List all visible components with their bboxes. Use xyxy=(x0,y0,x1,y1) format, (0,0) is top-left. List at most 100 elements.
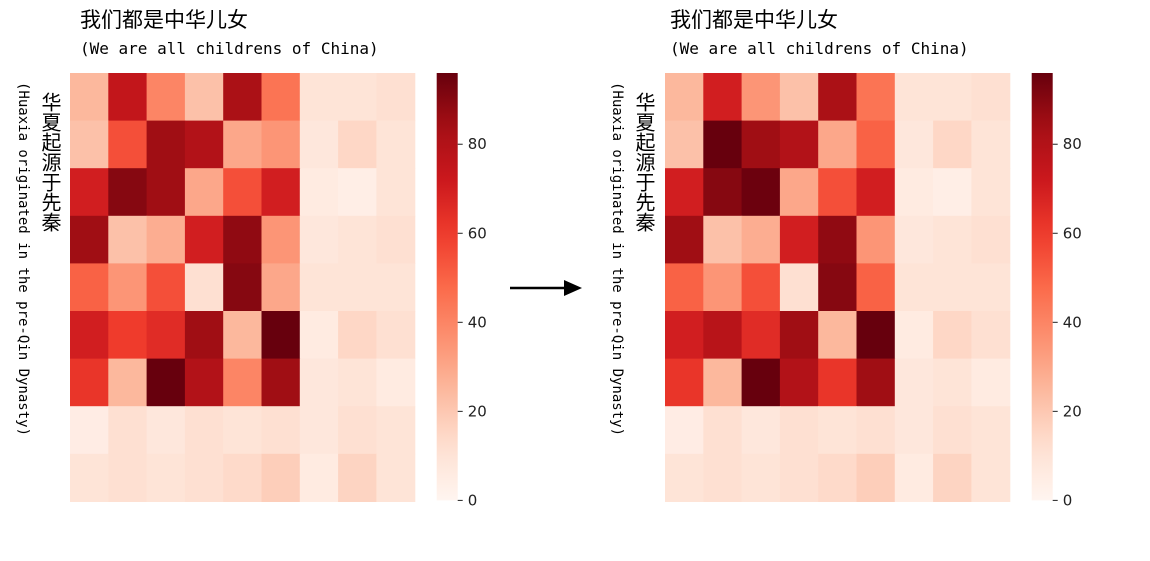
heatmap-cell-r8-c6 xyxy=(299,453,339,502)
heatmap-cell-r7-c3 xyxy=(779,406,819,455)
heatmap-cell-r2-c1 xyxy=(703,168,743,217)
heatmap-cell-r3-c4 xyxy=(223,215,263,264)
heatmap-cell-r7-c5 xyxy=(261,406,301,455)
heatmap-cell-r6-c3 xyxy=(184,358,224,407)
heatmap-cell-r7-c0 xyxy=(665,406,704,455)
heatmap-cell-r1-c4 xyxy=(223,120,263,169)
heatmap-cell-r1-c7 xyxy=(338,120,377,169)
heatmap-cell-r0-c4 xyxy=(818,73,858,122)
heatmap-cell-r7-c7 xyxy=(933,406,972,455)
heatmap-cell-r8-c4 xyxy=(223,453,263,502)
heatmap-cell-r7-c1 xyxy=(703,406,743,455)
heatmap-cell-r6-c2 xyxy=(741,358,781,407)
heatmap-cell-r6-c1 xyxy=(703,358,743,407)
heatmap-cell-r1-c3 xyxy=(184,120,224,169)
heatmap-cell-r2-c5 xyxy=(261,168,301,217)
heatmap-cell-r6-c0 xyxy=(665,358,704,407)
heatmap-cell-r1-c5 xyxy=(856,120,896,169)
transition-arrow xyxy=(508,276,584,304)
heatmap-cell-r0-c5 xyxy=(856,73,896,122)
heatmap-cell-r0-c0 xyxy=(70,73,109,122)
heatmap-cell-r0-c6 xyxy=(299,73,339,122)
heatmap-cell-r4-c1 xyxy=(703,263,743,312)
heatmap-cell-r4-c7 xyxy=(933,263,972,312)
heatmap-cell-r7-c0 xyxy=(70,406,109,455)
heatmap-cell-r1-c6 xyxy=(299,120,339,169)
heatmap-cell-r5-c1 xyxy=(703,311,743,360)
heatmap-cell-r6-c5 xyxy=(856,358,896,407)
heatmap-cell-r2-c3 xyxy=(779,168,819,217)
heatmap-cell-r1-c3 xyxy=(779,120,819,169)
heatmap-cell-r8-c7 xyxy=(338,453,377,502)
heatmap-cell-r6-c3 xyxy=(779,358,819,407)
heatmap-cell-r3-c4 xyxy=(818,215,858,264)
heatmap-cell-r0-c8 xyxy=(971,73,1011,122)
heatmap-cell-r2-c4 xyxy=(223,168,263,217)
heatmap-cell-r6-c8 xyxy=(376,358,416,407)
heatmap-cell-r0-c5 xyxy=(261,73,301,122)
heatmap-cell-r0-c0 xyxy=(665,73,704,122)
heatmap-cell-r2-c8 xyxy=(971,168,1011,217)
heatmap-cell-r8-c4 xyxy=(818,453,858,502)
heatmap-cell-r7-c4 xyxy=(223,406,263,455)
heatmap-cell-r3-c7 xyxy=(338,215,377,264)
heatmap-cell-r1-c0 xyxy=(665,120,704,169)
heatmap-cell-r8-c5 xyxy=(856,453,896,502)
chart-title: 我们都是中华儿女 xyxy=(670,8,838,32)
heatmap-cell-r4-c7 xyxy=(338,263,377,312)
y-axis-label: 华夏起源于先秦 xyxy=(632,92,656,232)
heatmap-cell-r3-c5 xyxy=(856,215,896,264)
colorbar-tick-label: 80 xyxy=(468,135,487,153)
heatmap-cell-r5-c7 xyxy=(338,311,377,360)
heatmap-cell-r0-c2 xyxy=(146,73,186,122)
colorbar-tick-label: 0 xyxy=(468,491,478,509)
y-axis-sublabel: (Huaxia originated in the pre-Qin Dynast… xyxy=(15,82,31,437)
heatmap-cell-r7-c4 xyxy=(818,406,858,455)
heatmap-cell-r4-c4 xyxy=(818,263,858,312)
heatmap-cell-r7-c7 xyxy=(338,406,377,455)
heatmap-cell-r3-c8 xyxy=(971,215,1011,264)
heatmap-cell-r3-c6 xyxy=(299,215,339,264)
heatmap-cell-r4-c5 xyxy=(856,263,896,312)
colorbar xyxy=(1031,73,1053,501)
heatmap-cell-r1-c0 xyxy=(70,120,109,169)
heatmap-cell-r1-c5 xyxy=(261,120,301,169)
heatmap-cell-r1-c8 xyxy=(376,120,416,169)
heatmap-cell-r5-c5 xyxy=(856,311,896,360)
heatmap-cell-r6-c8 xyxy=(971,358,1011,407)
heatmap-cell-r1-c6 xyxy=(894,120,934,169)
heatmap-cell-r4-c6 xyxy=(299,263,339,312)
heatmap-cell-r7-c3 xyxy=(184,406,224,455)
heatmap-cell-r2-c1 xyxy=(108,168,148,217)
heatmap-cell-r2-c6 xyxy=(299,168,339,217)
heatmap-cell-r3-c1 xyxy=(703,215,743,264)
heatmap-cell-r6-c4 xyxy=(818,358,858,407)
chart-subtitle: (We are all childrens of China) xyxy=(670,39,969,58)
heatmap-svg: 0 20 40 60 80 xyxy=(70,73,487,509)
heatmap-cell-r0-c7 xyxy=(338,73,377,122)
heatmap-cell-r6-c2 xyxy=(146,358,186,407)
heatmap-cell-r7-c5 xyxy=(856,406,896,455)
heatmap-cell-r2-c7 xyxy=(933,168,972,217)
heatmap-cell-r4-c6 xyxy=(894,263,934,312)
heatmap-cell-r3-c7 xyxy=(933,215,972,264)
heatmap-cell-r4-c0 xyxy=(665,263,704,312)
heatmap-cell-r4-c4 xyxy=(223,263,263,312)
heatmap-cell-r7-c1 xyxy=(108,406,148,455)
heatmap-cell-r7-c6 xyxy=(299,406,339,455)
heatmap-cell-r8-c7 xyxy=(933,453,972,502)
heatmap-cell-r3-c3 xyxy=(184,215,224,264)
heatmap-cell-r2-c0 xyxy=(70,168,109,217)
heatmap-cell-r3-c2 xyxy=(741,215,781,264)
heatmap-panel-right: 我们都是中华儿女 (We are all childrens of China)… xyxy=(594,0,1114,561)
heatmap-cell-r3-c5 xyxy=(261,215,301,264)
heatmap-cell-r3-c8 xyxy=(376,215,416,264)
heatmap-cell-r0-c2 xyxy=(741,73,781,122)
heatmap-cell-r5-c2 xyxy=(741,311,781,360)
heatmap-cell-r5-c6 xyxy=(894,311,934,360)
heatmap-cell-r2-c2 xyxy=(741,168,781,217)
y-axis-sublabel: (Huaxia originated in the pre-Qin Dynast… xyxy=(609,82,625,437)
heatmap-cell-r7-c2 xyxy=(146,406,186,455)
colorbar-tick-label: 60 xyxy=(468,224,487,242)
heatmap-cell-r1-c4 xyxy=(818,120,858,169)
